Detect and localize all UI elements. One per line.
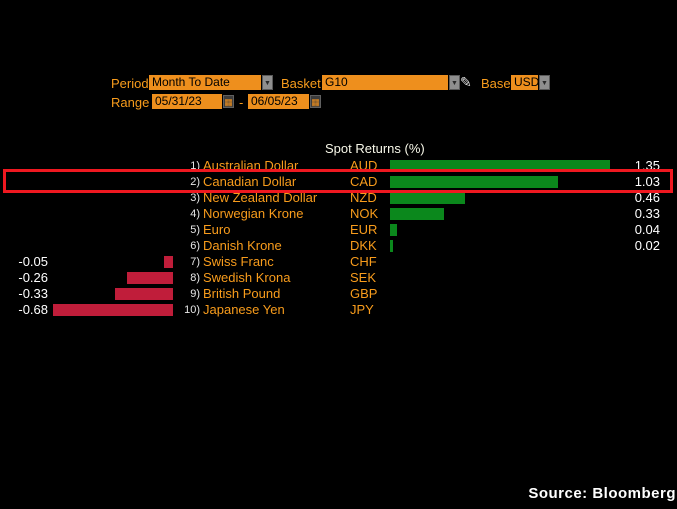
return-value: 0.04 (634, 222, 660, 237)
return-bar (114, 288, 173, 300)
currency-name: Norwegian Krone (203, 206, 304, 221)
currency-row[interactable]: 10) Japanese Yen JPY -0.68 (0, 302, 677, 318)
return-value: -0.26 (18, 270, 48, 285)
return-value: 1.03 (634, 174, 660, 189)
return-value: 1.35 (634, 158, 660, 173)
source-text: Source: Bloomberg (528, 485, 676, 502)
return-value: -0.68 (18, 302, 48, 317)
row-number: 10) (184, 304, 200, 316)
row-number: 3) (190, 192, 200, 204)
currency-name: Swedish Krona (203, 270, 291, 285)
currency-row[interactable]: 3) New Zealand Dollar NZD 0.46 (0, 190, 677, 206)
currency-ticker: NZD (350, 190, 377, 205)
return-value: 0.33 (634, 206, 660, 221)
currency-row[interactable]: 5) Euro EUR 0.04 (0, 222, 677, 238)
return-bar (390, 160, 611, 172)
currency-name: Japanese Yen (203, 302, 285, 317)
row-number: 8) (190, 272, 200, 284)
currency-name: British Pound (203, 286, 281, 301)
currency-row[interactable]: 4) Norwegian Krone NOK 0.33 (0, 206, 677, 222)
return-bar (390, 208, 444, 220)
calendar-icon[interactable]: ▦ (223, 95, 234, 108)
row-number: 2) (190, 176, 200, 188)
basket-dropdown-arrow-icon[interactable]: ▼ (449, 75, 460, 90)
currency-ticker: CAD (350, 174, 378, 189)
currency-row[interactable]: 8) Swedish Krona SEK -0.26 (0, 270, 677, 286)
return-bar (390, 224, 397, 236)
currency-ticker: NOK (350, 206, 379, 221)
return-value: -0.05 (18, 254, 48, 269)
range-separator: - (239, 95, 244, 110)
currency-ticker: JPY (350, 302, 374, 317)
period-dropdown-arrow-icon[interactable]: ▼ (262, 75, 273, 90)
row-number: 7) (190, 256, 200, 268)
row-number: 4) (190, 208, 200, 220)
return-value: -0.33 (18, 286, 48, 301)
period-label: Period (111, 76, 149, 91)
range-label: Range (111, 95, 150, 110)
return-bar (390, 176, 558, 188)
base-select[interactable]: USD (511, 75, 538, 90)
currency-ticker: DKK (350, 238, 377, 253)
return-bar (53, 304, 173, 316)
currency-name: Swiss Franc (203, 254, 274, 269)
base-label: Base (481, 76, 511, 91)
return-value: 0.02 (634, 238, 660, 253)
currency-name: Euro (203, 222, 231, 237)
currency-name: New Zealand Dollar (203, 190, 318, 205)
row-number: 1) (190, 160, 200, 172)
calendar-icon[interactable]: ▦ (310, 95, 321, 108)
row-number: 5) (190, 224, 200, 236)
basket-select[interactable]: G10 (322, 75, 448, 90)
currency-row[interactable]: 9) British Pound GBP -0.33 (0, 286, 677, 302)
return-bar (390, 240, 394, 252)
range-start-input[interactable]: 05/31/23 (152, 94, 222, 109)
edit-pencil-icon[interactable]: ✎ (460, 74, 472, 90)
return-bar (127, 272, 173, 284)
base-dropdown-arrow-icon[interactable]: ▼ (539, 75, 550, 90)
basket-label: Basket (281, 76, 321, 91)
return-bar (164, 256, 173, 268)
range-end-input[interactable]: 06/05/23 (248, 94, 309, 109)
currency-row[interactable]: 2) Canadian Dollar CAD 1.03 (0, 174, 677, 190)
currency-name: Canadian Dollar (203, 174, 297, 189)
row-number: 6) (190, 240, 200, 252)
currency-name: Australian Dollar (203, 158, 299, 173)
currency-ticker: EUR (350, 222, 378, 237)
chart-title: Spot Returns (%) (325, 141, 425, 156)
currency-ticker: SEK (350, 270, 377, 285)
currency-ticker: GBP (350, 286, 378, 301)
currency-name: Danish Krone (203, 238, 282, 253)
currency-row[interactable]: 6) Danish Krone DKK 0.02 (0, 238, 677, 254)
row-number: 9) (190, 288, 200, 300)
currency-ticker: AUD (350, 158, 378, 173)
currency-ticker: CHF (350, 254, 377, 269)
currency-row[interactable]: 7) Swiss Franc CHF -0.05 (0, 254, 677, 270)
return-value: 0.46 (634, 190, 660, 205)
currency-row[interactable]: 1) Australian Dollar AUD 1.35 (0, 158, 677, 174)
period-select[interactable]: Month To Date (149, 75, 261, 90)
return-bar (390, 192, 465, 204)
